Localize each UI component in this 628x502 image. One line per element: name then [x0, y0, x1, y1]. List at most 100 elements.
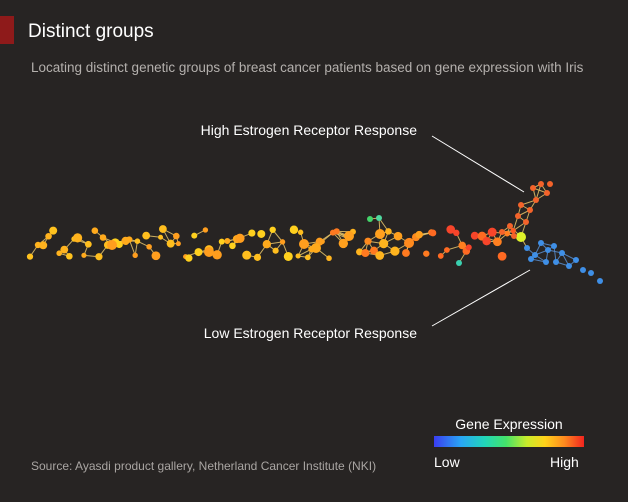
network-node: [212, 250, 222, 260]
network-node: [492, 237, 502, 247]
network-node: [465, 244, 472, 251]
high-annotation: High Estrogen Receptor Response: [201, 122, 525, 193]
network-node: [588, 270, 594, 276]
network-node: [279, 239, 286, 245]
network-node: [543, 259, 549, 265]
network-node: [511, 233, 517, 239]
network-node: [499, 229, 505, 235]
source-note: Source: Ayasdi product gallery, Netherla…: [31, 459, 377, 473]
network-node: [159, 225, 167, 233]
network-node: [566, 263, 572, 269]
network-node: [547, 181, 553, 187]
network-node: [559, 250, 565, 256]
network-node: [504, 230, 510, 237]
network-node: [326, 255, 332, 262]
page-subtitle: Locating distinct genetic groups of brea…: [31, 60, 584, 75]
page-title: Distinct groups: [28, 21, 154, 42]
low-annotation: Low Estrogen Receptor Response: [204, 269, 531, 341]
network-node: [544, 190, 550, 196]
network-node: [142, 231, 151, 240]
network-node: [299, 239, 309, 249]
network-node: [367, 216, 373, 222]
low-response-pointer: [431, 269, 531, 327]
network-node: [437, 253, 444, 259]
network-node: [553, 259, 559, 265]
network-node: [458, 241, 467, 250]
network-node: [224, 237, 231, 244]
network-node: [81, 252, 87, 258]
network-nodes: [26, 181, 603, 284]
network-node: [551, 243, 557, 249]
network-node: [393, 231, 403, 241]
network-node: [527, 207, 533, 213]
network-node: [289, 225, 299, 234]
network-node: [253, 253, 262, 261]
network-node: [538, 240, 544, 246]
network-node: [84, 240, 92, 248]
high-response-label: High Estrogen Receptor Response: [201, 122, 418, 138]
title-accent-bar: [0, 16, 14, 44]
network-node: [402, 249, 410, 257]
network-node: [132, 252, 138, 259]
network-node: [26, 253, 34, 260]
network-node: [229, 242, 236, 250]
network-node: [524, 245, 530, 251]
low-response-label: Low Estrogen Receptor Response: [204, 325, 417, 341]
network-node: [538, 181, 544, 187]
network-node: [218, 238, 225, 245]
network-node: [573, 257, 579, 263]
network-node: [516, 232, 526, 242]
network-node: [91, 227, 99, 234]
network-node: [580, 267, 586, 273]
network-node: [456, 260, 462, 266]
network-node: [338, 238, 349, 249]
network-node: [73, 233, 83, 243]
network-node: [518, 202, 524, 208]
network-node: [262, 240, 272, 249]
network-node: [194, 248, 203, 257]
network-node: [115, 240, 123, 249]
network-node: [126, 236, 133, 243]
network-node: [191, 232, 198, 239]
network-node: [515, 213, 521, 219]
network-node: [510, 227, 516, 234]
network-node: [482, 237, 491, 246]
network-node: [404, 238, 414, 248]
network-node: [364, 237, 372, 245]
network-node: [49, 226, 58, 235]
network-node: [269, 226, 276, 233]
network-node: [235, 233, 245, 244]
network-node: [146, 243, 152, 250]
network-node: [385, 228, 392, 235]
network-node: [311, 243, 321, 253]
network-node: [66, 252, 73, 260]
network-node: [158, 234, 164, 240]
network-node: [545, 247, 551, 253]
network-node: [532, 252, 538, 258]
network-node: [423, 250, 430, 257]
network-node: [242, 250, 252, 260]
network-node: [60, 245, 69, 254]
network-node: [597, 278, 603, 284]
network-node: [530, 185, 536, 191]
network-node: [107, 240, 117, 250]
network-node: [390, 246, 400, 256]
network-node: [333, 228, 340, 235]
network-node: [39, 241, 48, 250]
network-node: [297, 229, 304, 235]
network-node: [487, 227, 497, 237]
network-node: [429, 229, 437, 237]
network-node: [45, 232, 52, 240]
network-node: [470, 231, 479, 240]
legend-high-label: High: [550, 454, 579, 470]
network-node: [295, 253, 301, 259]
network-node: [369, 246, 378, 255]
network-edges: [29, 183, 577, 267]
network-node: [248, 229, 256, 237]
network-node: [99, 234, 107, 241]
network-node: [497, 251, 507, 261]
network-node: [376, 215, 382, 221]
legend-title: Gene Expression: [455, 416, 563, 432]
network-node: [175, 241, 181, 247]
